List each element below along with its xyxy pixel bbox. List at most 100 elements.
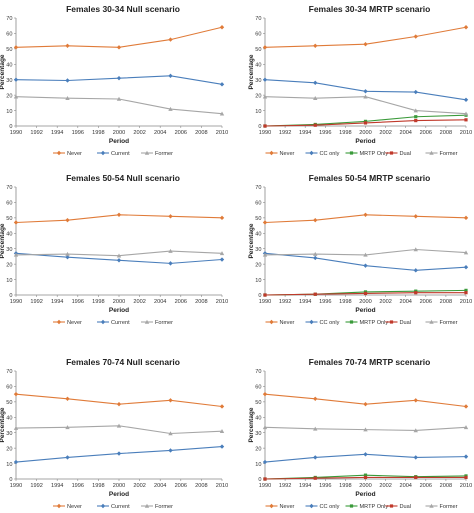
data-point-former: [429, 503, 434, 508]
y-tick-label: 70: [6, 185, 12, 191]
data-point-never: [56, 319, 62, 325]
x-tick-label: 1998: [92, 130, 104, 136]
x-axis-label: Period: [109, 138, 129, 145]
y-axis-label: Percentage: [248, 407, 255, 442]
chart-panel-1: Females 30-34 Null scenario 0 10 20 30 40 50 60…: [0, 4, 228, 157]
data-point-never: [116, 45, 122, 50]
x-tick-label: 2000: [359, 483, 371, 489]
data-point-dual: [263, 124, 267, 128]
x-tick-label: 1992: [279, 483, 291, 489]
data-point-mrtp-only: [464, 288, 468, 292]
data-point-dual: [363, 291, 368, 296]
x-tick-label: 2000: [113, 299, 125, 305]
y-tick-label: 60: [255, 32, 261, 38]
y-tick-label: 10: [6, 278, 12, 284]
data-point-current: [100, 503, 106, 509]
data-point-dual: [414, 119, 418, 123]
y-tick-label: 30: [6, 247, 12, 253]
y-axis-label: Percentage: [0, 407, 6, 442]
series-never: [262, 25, 469, 50]
x-tick-label: 2000: [359, 130, 371, 136]
legend-label-mrtp-only: MRTP Only: [360, 320, 389, 326]
data-point-dual: [414, 475, 418, 480]
x-tick-label: 1990: [10, 130, 22, 136]
x-tick-label: 2004: [154, 483, 166, 489]
y-tick-label: 50: [6, 400, 12, 406]
data-point-never: [219, 25, 225, 30]
data-point-never: [56, 150, 62, 156]
series-former: [13, 423, 225, 436]
data-point-current: [116, 451, 122, 456]
x-tick-label: 2006: [420, 299, 432, 305]
data-point-current: [219, 82, 225, 87]
series-former: [262, 94, 469, 116]
data-point-former: [13, 252, 19, 257]
legend-label-former: Former: [440, 320, 458, 326]
x-tick-label: 2008: [440, 130, 452, 136]
y-tick-label: 60: [6, 385, 12, 391]
y-tick-label: 60: [6, 201, 12, 207]
series-cc-only: [262, 251, 469, 273]
data-point-former: [65, 425, 70, 430]
y-axis-label: Percentage: [0, 54, 6, 89]
data-point-dual: [464, 291, 468, 295]
y-axis-label: Percentage: [248, 54, 255, 89]
y-tick-label: 20: [6, 93, 12, 99]
y-tick-label: 50: [6, 47, 12, 53]
x-tick-label: 1996: [319, 130, 331, 136]
data-point-never: [219, 404, 225, 409]
data-point-never: [13, 391, 19, 397]
data-point-current: [168, 261, 173, 266]
data-point-never: [168, 214, 173, 219]
x-tick-label: 2004: [154, 130, 166, 136]
y-tick-label: 10: [255, 109, 261, 115]
data-point-never: [168, 37, 173, 42]
x-tick-label: 2004: [399, 130, 411, 136]
legend-label-former: Former: [155, 151, 173, 157]
data-point-never: [413, 34, 418, 39]
y-tick-label: 50: [6, 216, 12, 222]
y-tick-label: 70: [6, 16, 12, 22]
data-point-never: [262, 391, 268, 397]
data-point-cc-only: [262, 77, 268, 82]
y-tick-label: 40: [255, 62, 261, 68]
data-point-never: [262, 220, 268, 225]
y-tick-label: 60: [255, 201, 261, 207]
data-point-dual: [363, 121, 368, 125]
x-tick-label: 1990: [259, 130, 271, 136]
chart-panel-4: Females 50-54 MRTP scenario 0 10 20 30 40 50 60…: [248, 173, 472, 326]
y-tick-label: 30: [255, 78, 261, 84]
x-tick-label: 2004: [154, 299, 166, 305]
legend-label-current: Current: [111, 151, 130, 157]
x-tick-label: 1990: [10, 483, 22, 489]
x-tick-label: 2010: [216, 299, 228, 305]
data-point-dual: [464, 118, 468, 122]
data-point-mrtp-only: [414, 115, 418, 119]
y-tick-label: 10: [6, 109, 12, 115]
x-tick-label: 1994: [299, 130, 311, 136]
x-tick-label: 1998: [339, 130, 351, 136]
legend: Never Current Former: [53, 319, 173, 326]
data-point-former: [168, 106, 173, 111]
y-tick-label: 70: [255, 369, 261, 375]
legend-label-never: Never: [67, 504, 82, 510]
data-point-former: [262, 94, 268, 99]
data-point-mrtp-only: [349, 151, 354, 155]
data-point-former: [429, 150, 434, 155]
data-point-former: [168, 248, 173, 253]
x-tick-label: 2000: [113, 483, 125, 489]
data-point-current: [219, 257, 225, 262]
data-point-never: [313, 396, 318, 401]
chart-title: Females 70-74 Null scenario: [66, 357, 180, 367]
series-cc-only: [262, 452, 469, 465]
data-point-never: [219, 215, 225, 221]
y-tick-label: 10: [255, 462, 261, 468]
x-tick-label: 2006: [175, 299, 187, 305]
data-point-never: [463, 215, 469, 221]
series-current: [13, 444, 225, 465]
data-point-dual: [389, 320, 394, 324]
data-point-former: [413, 247, 418, 252]
data-point-mrtp-only: [349, 504, 354, 508]
data-point-dual: [414, 291, 418, 295]
series-former: [13, 248, 225, 258]
